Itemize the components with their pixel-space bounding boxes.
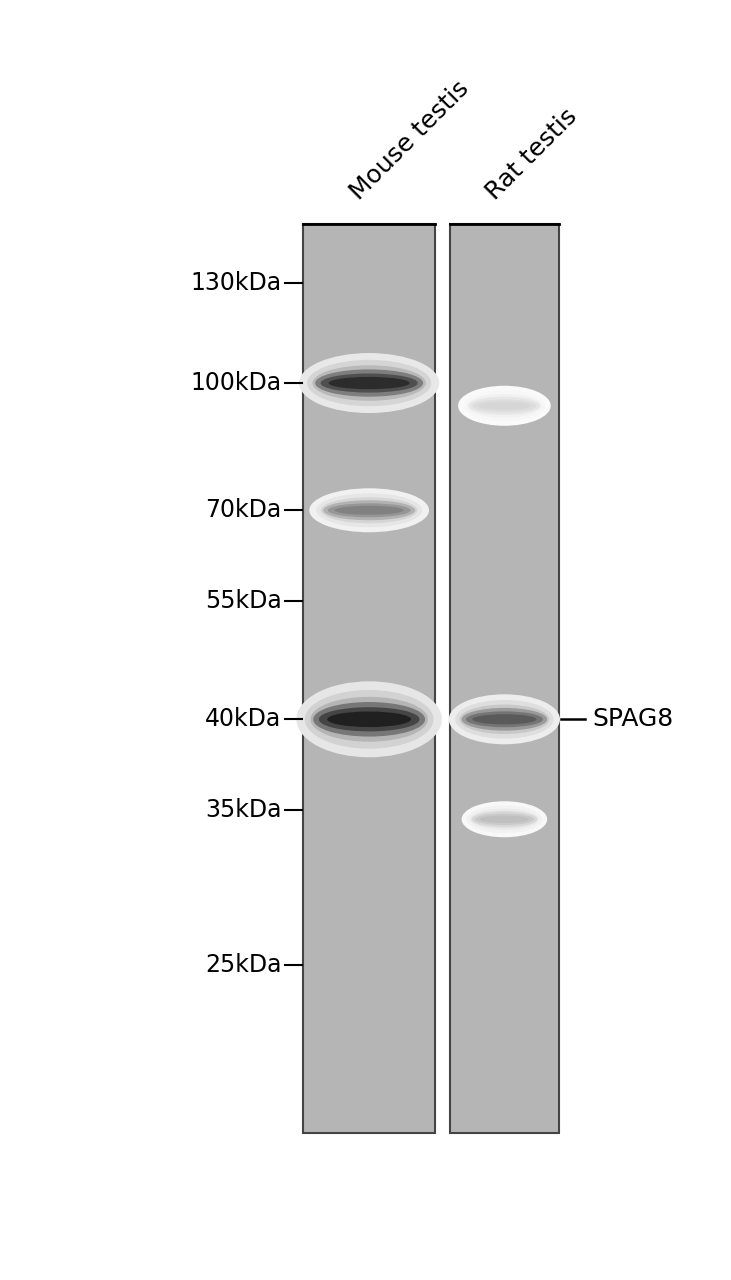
Ellipse shape bbox=[475, 814, 534, 826]
Ellipse shape bbox=[449, 694, 560, 744]
Ellipse shape bbox=[327, 503, 411, 517]
Text: Rat testis: Rat testis bbox=[482, 105, 583, 205]
Ellipse shape bbox=[472, 399, 537, 412]
Ellipse shape bbox=[460, 704, 549, 733]
Text: 130kDa: 130kDa bbox=[190, 271, 281, 296]
Ellipse shape bbox=[307, 360, 431, 406]
Ellipse shape bbox=[317, 493, 422, 527]
Ellipse shape bbox=[329, 376, 409, 389]
Text: 40kDa: 40kDa bbox=[205, 708, 281, 731]
Text: 55kDa: 55kDa bbox=[205, 589, 281, 613]
Ellipse shape bbox=[466, 805, 542, 833]
Bar bbox=[450, 224, 559, 1133]
Bar bbox=[303, 224, 435, 1133]
Ellipse shape bbox=[299, 353, 439, 413]
Text: SPAG8: SPAG8 bbox=[592, 708, 673, 731]
Text: 25kDa: 25kDa bbox=[205, 952, 281, 977]
Ellipse shape bbox=[461, 801, 547, 837]
Ellipse shape bbox=[467, 394, 542, 417]
Ellipse shape bbox=[311, 696, 428, 741]
Ellipse shape bbox=[327, 712, 411, 727]
Text: 70kDa: 70kDa bbox=[205, 498, 281, 522]
Ellipse shape bbox=[470, 809, 539, 829]
Ellipse shape bbox=[469, 397, 540, 415]
Ellipse shape bbox=[458, 385, 550, 426]
Ellipse shape bbox=[463, 390, 545, 421]
Ellipse shape bbox=[455, 700, 553, 739]
Ellipse shape bbox=[321, 497, 417, 524]
Ellipse shape bbox=[466, 712, 543, 727]
Text: 35kDa: 35kDa bbox=[205, 799, 281, 822]
Ellipse shape bbox=[461, 708, 547, 731]
Ellipse shape bbox=[335, 506, 404, 515]
Ellipse shape bbox=[319, 708, 420, 731]
Ellipse shape bbox=[297, 681, 442, 758]
Ellipse shape bbox=[315, 370, 423, 397]
Ellipse shape bbox=[314, 701, 425, 736]
Ellipse shape bbox=[323, 500, 415, 520]
Ellipse shape bbox=[472, 714, 537, 724]
Ellipse shape bbox=[313, 365, 425, 401]
Text: 100kDa: 100kDa bbox=[190, 371, 281, 396]
Ellipse shape bbox=[321, 374, 417, 393]
Ellipse shape bbox=[309, 488, 429, 532]
Ellipse shape bbox=[480, 815, 529, 823]
Ellipse shape bbox=[477, 402, 531, 410]
Ellipse shape bbox=[471, 812, 537, 827]
Text: Mouse testis: Mouse testis bbox=[346, 77, 474, 205]
Ellipse shape bbox=[305, 690, 433, 749]
